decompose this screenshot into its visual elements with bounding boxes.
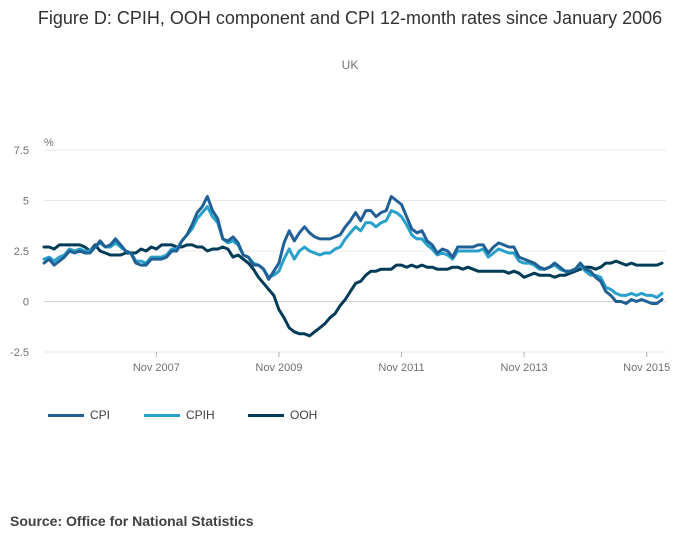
axes: -2.5 0 2.5 5 7.5% Nov 2007 Nov 2009 Nov 2011 Nov… [10, 137, 670, 374]
y-tick-label: 0 [23, 297, 29, 309]
y-axis-unit: % [44, 137, 54, 149]
legend-swatch [144, 414, 180, 418]
x-tick-label: Nov 2013 [501, 362, 548, 374]
series-line-ooh [42, 243, 664, 338]
series-line-cpi [42, 195, 664, 305]
source-note: Source: Office for National Statistics [10, 513, 254, 529]
y-tick-label: 7.5 [14, 145, 29, 157]
legend-label: CPI [90, 408, 111, 422]
legend-label: CPIH [186, 408, 215, 422]
x-tick-label: Nov 2011 [378, 362, 424, 374]
legend-item-cpih[interactable]: CPIH [144, 408, 215, 422]
chart-subtitle: UK [341, 58, 359, 72]
series-lines [42, 195, 664, 338]
legend-item-ooh[interactable]: OOH [248, 408, 317, 422]
legend-item-cpi[interactable]: CPI [48, 408, 110, 422]
y-tick-label: 2.5 [14, 246, 29, 258]
x-tick-label: Nov 2015 [623, 362, 670, 374]
legend-swatch [48, 414, 84, 418]
y-tick-label: 5 [23, 196, 29, 208]
legend-swatch [248, 414, 284, 418]
x-tick-label: Nov 2009 [255, 362, 302, 374]
x-tick-label: Nov 2007 [133, 362, 180, 374]
y-tick-label: -2.5 [10, 347, 29, 359]
chart-title: Figure D: CPIH, OOH component and CPI 12… [37, 8, 663, 28]
legend-label: OOH [290, 408, 318, 422]
